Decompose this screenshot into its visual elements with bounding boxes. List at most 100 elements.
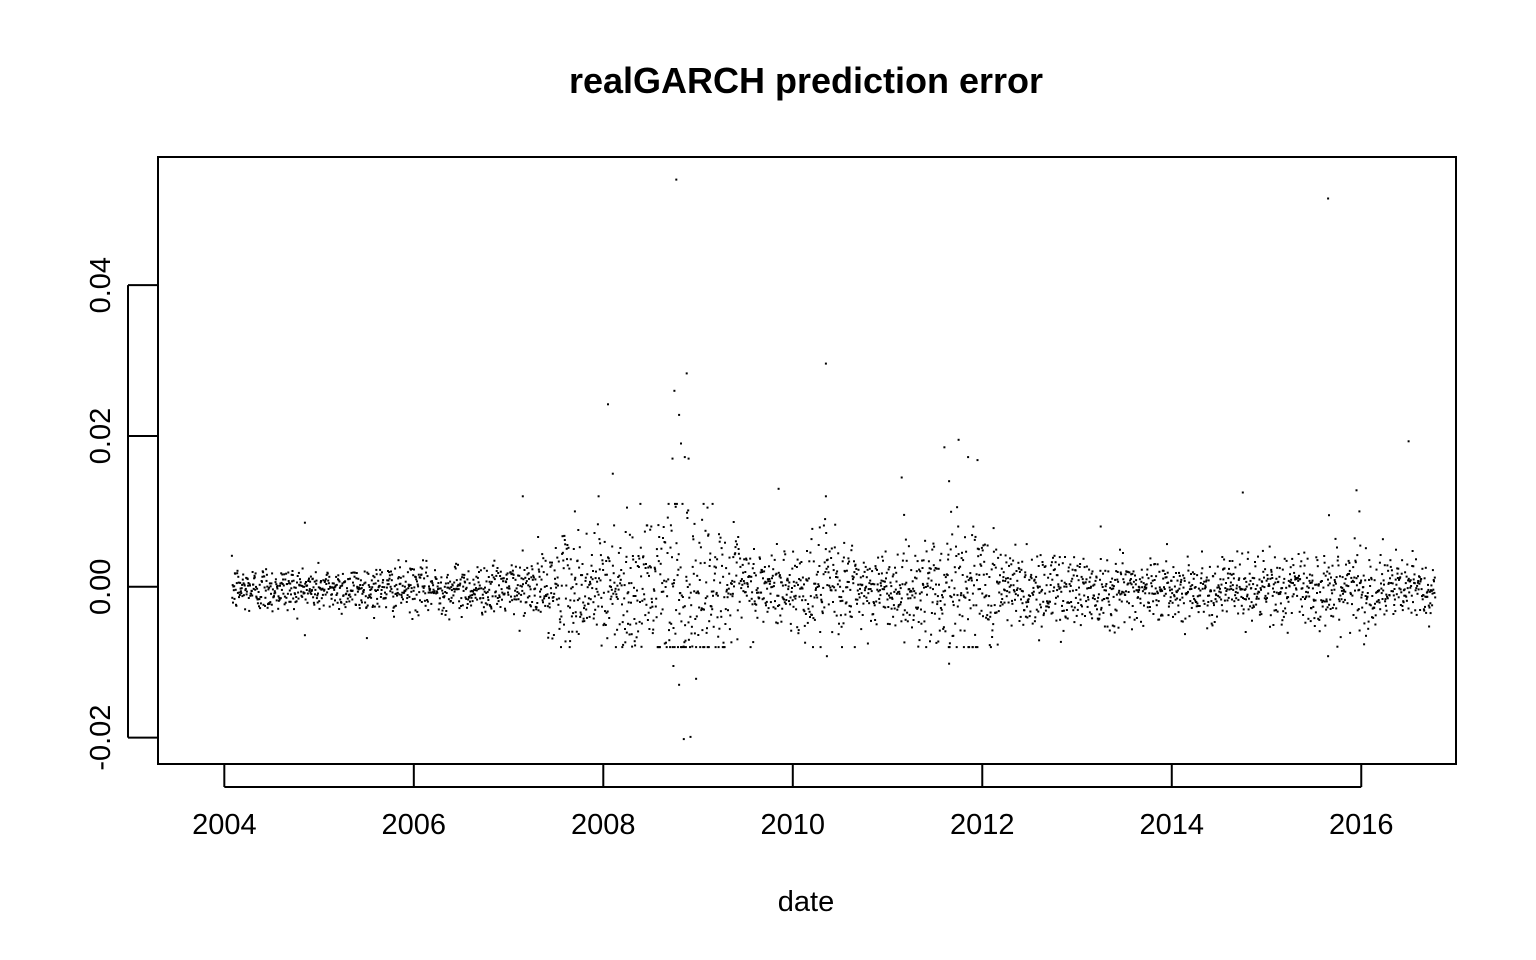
data-point [1063, 581, 1066, 584]
data-point [1091, 597, 1094, 600]
data-point [1206, 604, 1209, 607]
data-point [690, 632, 693, 635]
data-point [1129, 582, 1132, 585]
data-point [681, 596, 684, 598]
data-point [1287, 600, 1290, 603]
data-point [1223, 558, 1226, 561]
data-point [286, 592, 289, 595]
data-point [1074, 569, 1077, 572]
data-point [454, 567, 457, 570]
data-point [1305, 576, 1308, 579]
data-point [758, 597, 761, 599]
data-point [520, 577, 523, 580]
data-point [740, 578, 743, 581]
data-point [324, 578, 327, 581]
data-point [453, 590, 456, 593]
data-point [1099, 525, 1102, 528]
data-point [622, 572, 625, 575]
data-point [281, 583, 284, 585]
data-point [1059, 618, 1062, 621]
data-point [1016, 579, 1019, 582]
data-point [672, 665, 675, 667]
data-point [863, 595, 866, 598]
data-point [716, 616, 719, 619]
data-point [833, 610, 836, 613]
data-point [1085, 600, 1088, 603]
data-point [1053, 586, 1056, 589]
data-point [484, 586, 486, 589]
data-point [700, 607, 703, 610]
data-point [1430, 584, 1433, 587]
data-point [982, 573, 985, 576]
data-point [522, 614, 525, 617]
data-point [593, 613, 596, 616]
data-point [960, 592, 963, 595]
data-point [799, 579, 802, 582]
data-point [390, 588, 393, 590]
data-point [1216, 615, 1218, 618]
data-point [280, 572, 283, 575]
data-point [956, 594, 959, 597]
data-point [506, 586, 509, 589]
data-point [628, 582, 631, 585]
data-point [1027, 598, 1030, 601]
data-point [1275, 591, 1278, 594]
data-point [638, 620, 641, 623]
data-point [310, 593, 313, 595]
data-point [589, 598, 592, 601]
data-point [917, 606, 919, 609]
data-point [790, 629, 793, 632]
data-point [608, 617, 611, 619]
data-point [1285, 559, 1288, 562]
data-point [1383, 564, 1386, 567]
data-point [907, 545, 910, 548]
data-point [1345, 584, 1348, 587]
data-point [655, 597, 658, 600]
data-point [694, 559, 697, 562]
data-point [1409, 580, 1411, 583]
data-point [257, 598, 260, 601]
data-point [431, 582, 434, 585]
data-point [662, 537, 664, 539]
data-point [578, 546, 581, 549]
data-point [669, 524, 672, 527]
data-point [461, 576, 464, 579]
data-point [324, 593, 327, 596]
data-point [980, 546, 983, 549]
data-point [939, 559, 942, 562]
data-point [528, 585, 531, 588]
data-point [510, 595, 512, 598]
data-point [1172, 576, 1175, 578]
data-point [826, 558, 829, 561]
data-point [677, 568, 680, 571]
data-point [470, 604, 473, 607]
data-point [745, 558, 748, 561]
data-point [1141, 586, 1144, 589]
data-point [983, 596, 986, 599]
data-point [660, 590, 663, 593]
data-point [1230, 587, 1233, 590]
data-point [592, 570, 594, 572]
data-point [630, 633, 633, 636]
data-point [594, 577, 597, 580]
data-point [1234, 591, 1237, 594]
data-point [1325, 598, 1328, 601]
data-point [860, 592, 863, 595]
data-point [1098, 613, 1101, 616]
data-point [1108, 603, 1111, 606]
data-point [1015, 570, 1018, 572]
data-point [810, 538, 813, 541]
data-point [1334, 537, 1337, 540]
data-point [270, 603, 273, 606]
data-point [784, 602, 787, 605]
data-point [788, 600, 790, 603]
data-point [240, 592, 243, 595]
data-point [285, 596, 288, 599]
data-point [764, 580, 767, 583]
data-point [713, 565, 716, 568]
data-point [982, 544, 985, 547]
data-point [1075, 614, 1078, 617]
data-point [230, 554, 233, 557]
data-point [1200, 572, 1203, 575]
data-point [1123, 581, 1126, 584]
